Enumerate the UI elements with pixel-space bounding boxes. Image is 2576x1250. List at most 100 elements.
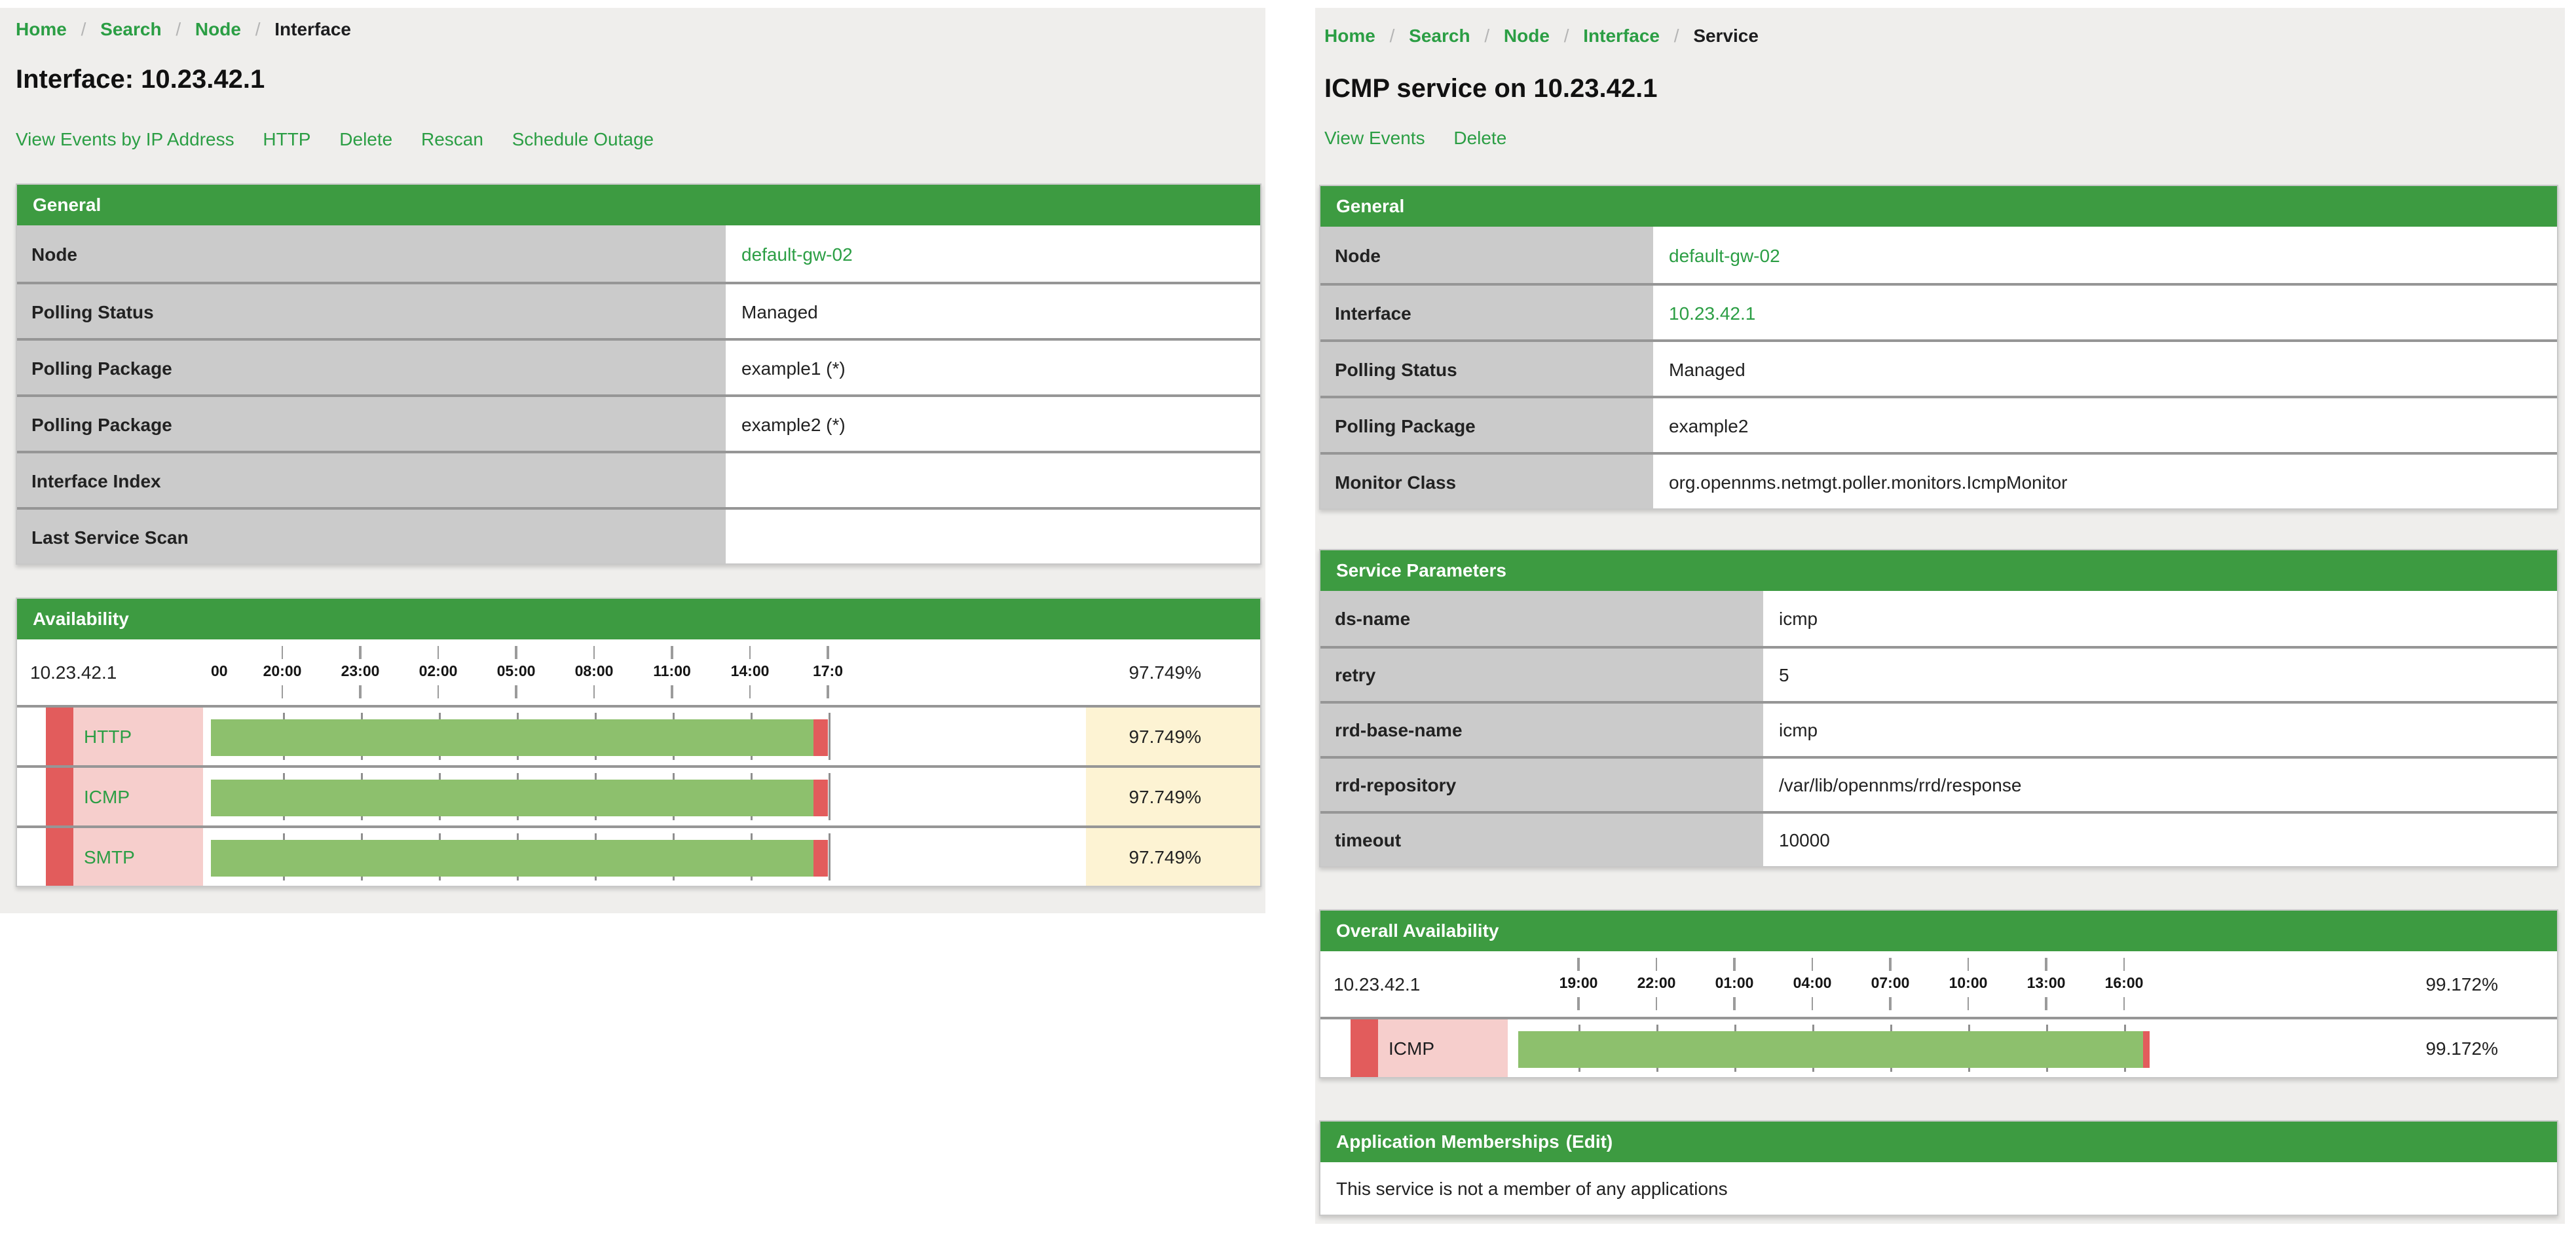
table-row: Polling Status Managed [17, 282, 1260, 338]
availability-bar-chart [203, 828, 1086, 886]
axis-tick-label: 00 [211, 664, 228, 680]
service-link-smtp[interactable]: SMTP [84, 846, 135, 867]
availability-header: Availability [17, 599, 1260, 639]
breadcrumb-link-search[interactable]: Search [100, 18, 162, 39]
breadcrumb-separator: / [176, 18, 181, 39]
application-memberships-message: This service is not a member of any appl… [1320, 1162, 2557, 1215]
axis-tick-label: 20:00 [263, 664, 302, 680]
schedule-outage-link[interactable]: Schedule Outage [512, 128, 654, 149]
table-row: rrd-base-name icmp [1320, 701, 2557, 756]
action-links: View Events Delete [1324, 127, 1530, 148]
table-row: Node default-gw-02 [1320, 227, 2557, 283]
breadcrumb: Home / Search / Node / Interface [16, 18, 351, 39]
overall-availability-table: Overall Availability 10.23.42.1 19:00 22… [1319, 909, 2558, 1078]
availability-bar-chart [203, 768, 1086, 825]
availability-axis-row: 10.23.42.1 00 20:00 23:00 02:00 05:00 08… [17, 639, 1260, 705]
axis-tick-label: 23:00 [341, 664, 380, 680]
breadcrumb-link-home[interactable]: Home [16, 18, 67, 39]
axis-tick-label: 01:00 [1715, 976, 1754, 992]
axis-tick-label: 14:00 [730, 664, 770, 680]
availability-bar [211, 840, 828, 877]
outage-segment [813, 719, 828, 756]
service-parameters-table: Service Parameters ds-name icmp retry 5 … [1319, 549, 2558, 867]
delete-link[interactable]: Delete [339, 128, 393, 149]
table-row: Interface 10.23.42.1 [1320, 283, 2557, 339]
breadcrumb-separator: / [1563, 25, 1569, 46]
axis-tick-label: 07:00 [1871, 976, 1910, 992]
overall-availability-header: Overall Availability [1320, 911, 2557, 951]
axis-tick-label: 10:00 [1949, 976, 1988, 992]
view-events-link[interactable]: View Events [1324, 127, 1425, 148]
axis-tick-label: 02:00 [419, 664, 458, 680]
table-row: Polling Package example2 (*) [17, 394, 1260, 451]
overall-availability-percent: 99.172% [2425, 974, 2498, 994]
service-availability-row: HTTP 97.749% [17, 705, 1260, 765]
outage-indicator [46, 828, 73, 886]
service-availability-percent: 97.749% [1086, 708, 1260, 765]
table-row: Last Service Scan [17, 507, 1260, 563]
time-axis: 00 20:00 23:00 02:00 05:00 08:00 11:00 1… [203, 639, 1086, 705]
table-row: Interface Index [17, 451, 1260, 507]
breadcrumb-separator: / [1484, 25, 1490, 46]
node-link[interactable]: default-gw-02 [741, 243, 853, 264]
general-table-header: General [17, 185, 1260, 225]
outage-indicator [46, 768, 73, 825]
application-memberships-header: Application Memberships (Edit) [1320, 1122, 2557, 1162]
axis-tick-label: 04:00 [1793, 976, 1832, 992]
application-memberships-table: Application Memberships (Edit) This servi… [1319, 1120, 2558, 1216]
delete-link[interactable]: Delete [1453, 127, 1507, 148]
breadcrumb-separator: / [255, 18, 261, 39]
action-links: View Events by IP Address HTTP Delete Re… [16, 128, 677, 149]
axis-tick-label: 11:00 [653, 664, 691, 680]
axis-tick-label: 08:00 [574, 664, 614, 680]
table-row: Polling Package example1 (*) [17, 338, 1260, 394]
page-title: ICMP service on 10.23.42.1 [1324, 75, 1658, 104]
table-row: rrd-repository /var/lib/opennms/rrd/resp… [1320, 756, 2557, 811]
interface-link[interactable]: 10.23.42.1 [1669, 302, 1756, 323]
breadcrumb-link-interface[interactable]: Interface [1583, 25, 1660, 46]
service-availability-percent: 99.172% [2425, 1038, 2498, 1059]
breadcrumb-link-node[interactable]: Node [1503, 25, 1550, 46]
table-row: retry 5 [1320, 646, 2557, 701]
outage-indicator [46, 708, 73, 765]
outage-segment [813, 780, 828, 816]
outage-segment [813, 840, 828, 877]
availability-bar-chart [1508, 1019, 2396, 1077]
table-row: Polling Status Managed [1320, 339, 2557, 396]
availability-table: Availability 10.23.42.1 00 20:00 23:00 0… [16, 597, 1261, 887]
breadcrumb-link-node[interactable]: Node [195, 18, 241, 39]
time-axis: 19:00 22:00 01:00 04:00 07:00 10:00 13:0… [1508, 951, 2396, 1017]
breadcrumb-link-home[interactable]: Home [1324, 25, 1375, 46]
service-link-http[interactable]: HTTP [84, 726, 132, 747]
breadcrumb-separator: / [1389, 25, 1395, 46]
table-row: Monitor Class org.opennms.netmgt.poller.… [1320, 452, 2557, 508]
availability-bar-chart [203, 708, 1086, 765]
breadcrumb: Home / Search / Node / Interface / Servi… [1324, 25, 1759, 46]
axis-tick-label: 13:00 [2026, 976, 2066, 992]
rescan-link[interactable]: Rescan [421, 128, 483, 149]
breadcrumb-current: Interface [274, 18, 351, 39]
overall-availability-percent: 97.749% [1129, 662, 1201, 683]
service-page-panel: Home / Search / Node / Interface / Servi… [1315, 8, 2565, 1224]
general-table: General Node default-gw-02 Polling Statu… [16, 183, 1261, 565]
http-link[interactable]: HTTP [263, 128, 311, 149]
view-events-by-ip-link[interactable]: View Events by IP Address [16, 128, 234, 149]
edit-applications-link[interactable]: (Edit) [1565, 1131, 1613, 1152]
interface-ip-label: 10.23.42.1 [1334, 974, 1421, 994]
service-availability-row: ICMP 97.749% [17, 765, 1260, 825]
node-link[interactable]: default-gw-02 [1669, 244, 1780, 265]
axis-tick-label: 16:00 [2104, 976, 2144, 992]
general-table-header: General [1320, 186, 2557, 227]
breadcrumb-separator: / [81, 18, 86, 39]
service-availability-percent: 97.749% [1086, 768, 1260, 825]
interface-ip-label: 10.23.42.1 [30, 662, 117, 683]
service-link-icmp[interactable]: ICMP [84, 786, 130, 807]
outage-segment [2143, 1031, 2150, 1068]
axis-tick-label: 05:00 [496, 664, 536, 680]
outage-indicator [1351, 1019, 1378, 1077]
breadcrumb-link-search[interactable]: Search [1409, 25, 1470, 46]
table-row: Polling Package example2 [1320, 396, 2557, 452]
axis-tick-label: 19:00 [1559, 976, 1598, 992]
general-table: General Node default-gw-02 Interface 10.… [1319, 185, 2558, 510]
